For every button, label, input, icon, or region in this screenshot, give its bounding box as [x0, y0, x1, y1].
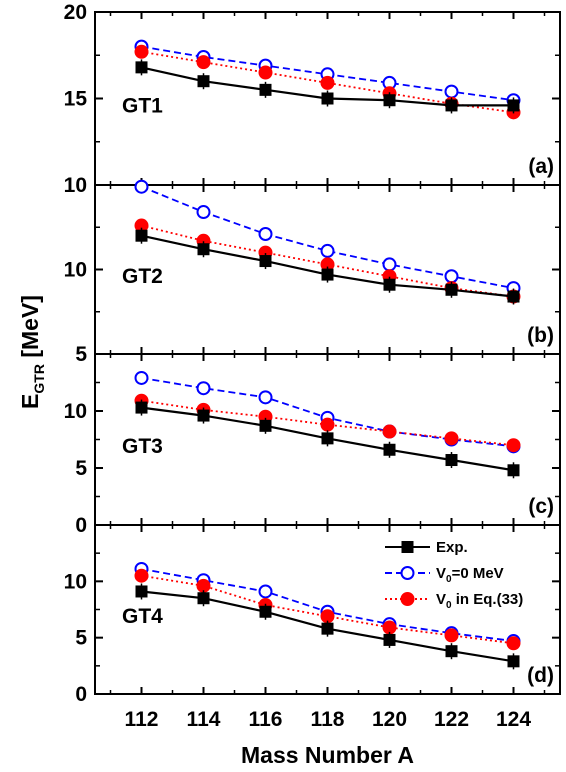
- point-v0eq: [382, 424, 397, 439]
- point-v0eq: [444, 628, 459, 643]
- point-exp: [445, 283, 458, 296]
- panel-name: GT2: [122, 265, 163, 288]
- point-exp: [259, 605, 272, 618]
- x-tick-label: 124: [496, 708, 531, 731]
- point-v0eq: [320, 75, 335, 90]
- point-v0zero: [258, 390, 273, 405]
- y-tick-label: 5: [75, 457, 87, 480]
- y-tick-label: 15: [64, 88, 88, 111]
- x-tick-label: 114: [187, 708, 221, 731]
- point-v0eq: [196, 578, 211, 593]
- panel-tag: (a): [528, 155, 554, 178]
- x-tick-label: 118: [311, 708, 345, 731]
- y-tick-label: 0: [75, 683, 87, 706]
- point-exp: [507, 290, 520, 303]
- legend: Exp. V0=0 MeV V0 in Eq.(33): [385, 539, 523, 611]
- point-v0eq: [444, 431, 459, 446]
- y-axis-label: EGTR [MeV]: [17, 295, 47, 409]
- x-axis-label: Mass Number A: [241, 742, 414, 768]
- legend-label-v0zero: V0=0 MeV: [436, 565, 504, 585]
- legend-label-exp: Exp.: [436, 539, 468, 556]
- point-exp: [507, 99, 520, 112]
- legend-marker-v0eq: [400, 592, 415, 606]
- point-v0zero: [320, 243, 335, 258]
- point-exp: [321, 622, 334, 635]
- y-tick-label: 5: [75, 343, 87, 366]
- panel-tag: (d): [527, 664, 554, 687]
- point-v0zero: [444, 269, 459, 284]
- point-v0eq: [134, 44, 149, 59]
- y-tick-label: 10: [64, 400, 87, 423]
- x-tick-label: 122: [434, 708, 469, 731]
- panel-name: GT1: [122, 94, 163, 117]
- point-exp: [197, 409, 210, 422]
- point-v0zero: [258, 227, 273, 242]
- point-v0zero: [134, 370, 149, 385]
- point-v0zero: [196, 205, 211, 220]
- legend-marker-exp: [401, 541, 414, 553]
- point-v0eq: [196, 55, 211, 70]
- point-exp: [445, 645, 458, 658]
- point-exp: [197, 243, 210, 256]
- point-v0eq: [506, 636, 521, 651]
- point-v0zero: [444, 84, 459, 99]
- point-v0eq: [382, 620, 397, 635]
- point-exp: [383, 633, 396, 646]
- legend-marker-v0zero: [400, 566, 415, 580]
- point-exp: [507, 655, 520, 668]
- point-exp: [321, 268, 334, 281]
- point-exp: [259, 83, 272, 96]
- point-v0eq: [258, 65, 273, 80]
- point-v0zero: [196, 381, 211, 396]
- point-v0eq: [506, 438, 521, 453]
- y-tick-label: 10: [64, 174, 87, 197]
- point-exp: [445, 99, 458, 112]
- x-tick-label: 116: [249, 708, 283, 731]
- point-exp: [197, 592, 210, 605]
- panel-gt1: 10 15 20 GT1 (a): [64, 1, 561, 197]
- point-exp: [135, 61, 148, 74]
- y-tick-label: 0: [75, 514, 87, 537]
- point-exp: [197, 75, 210, 88]
- legend-label-v0eq: V0 in Eq.(33): [436, 591, 523, 611]
- point-exp: [321, 92, 334, 105]
- point-v0eq: [320, 609, 335, 624]
- panel-name: GT4: [122, 605, 163, 628]
- panel-gt3: 0 5 10 GT3 (c): [64, 353, 561, 537]
- y-tick-label: 10: [64, 570, 87, 593]
- point-exp: [507, 464, 520, 477]
- panel-gt4: 0 5 10 GT4 (d): [64, 524, 561, 706]
- point-exp: [321, 432, 334, 445]
- y-tick-label: 10: [64, 259, 87, 282]
- panel-tag: (c): [528, 495, 554, 518]
- point-exp: [383, 443, 396, 456]
- point-v0eq: [320, 417, 335, 432]
- panel-name: GT3: [122, 435, 163, 458]
- point-exp: [383, 278, 396, 291]
- point-exp: [135, 229, 148, 242]
- point-exp: [445, 454, 458, 467]
- x-tick-label: 112: [125, 708, 159, 731]
- y-tick-label: 5: [75, 627, 87, 650]
- point-exp: [259, 419, 272, 432]
- point-exp: [259, 255, 272, 268]
- point-v0zero: [134, 179, 149, 194]
- point-v0zero: [382, 257, 397, 272]
- x-tick-label: 120: [372, 708, 407, 731]
- panel-tag: (b): [527, 324, 554, 347]
- point-exp: [135, 585, 148, 598]
- panel-gt2: 5 10 GT2 (b): [64, 179, 561, 366]
- point-v0zero: [258, 584, 273, 599]
- y-tick-label: 20: [64, 1, 87, 24]
- point-exp: [383, 94, 396, 107]
- point-exp: [135, 401, 148, 414]
- point-v0eq: [134, 568, 149, 583]
